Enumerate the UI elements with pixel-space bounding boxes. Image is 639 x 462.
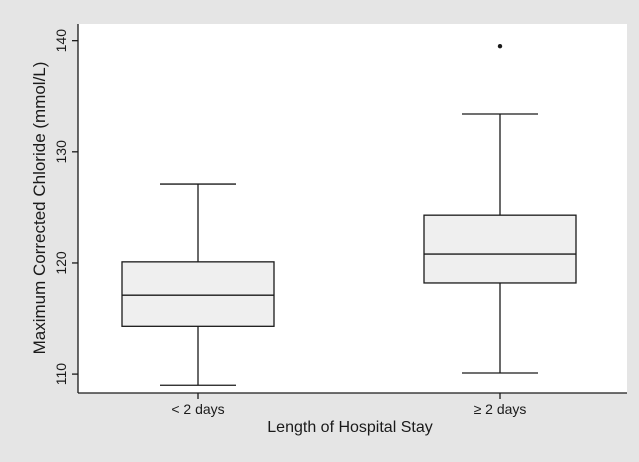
outlier-point <box>497 44 503 49</box>
box-group <box>121 44 577 386</box>
box-1 <box>121 183 275 386</box>
y-tick-label: 110 <box>53 363 69 386</box>
y-tick-label: 130 <box>53 140 69 164</box>
x-axis-label: Length of Hospital Stay <box>267 419 432 436</box>
axes: 110 120 130 140 < 2 days ≥ 2 days <box>53 24 627 417</box>
x-tick-label: ≥ 2 days <box>474 401 527 417</box>
y-axis-label: Maximum Corrected Chloride (mmol/L) <box>30 62 49 355</box>
x-tick-label: < 2 days <box>171 401 224 417</box>
interquartile-box <box>121 261 275 327</box>
plot-area <box>78 24 627 393</box>
y-tick-label: 120 <box>53 251 69 275</box>
box-2 <box>423 44 577 374</box>
interquartile-box <box>423 214 577 284</box>
y-tick-label: 140 <box>53 29 69 53</box>
